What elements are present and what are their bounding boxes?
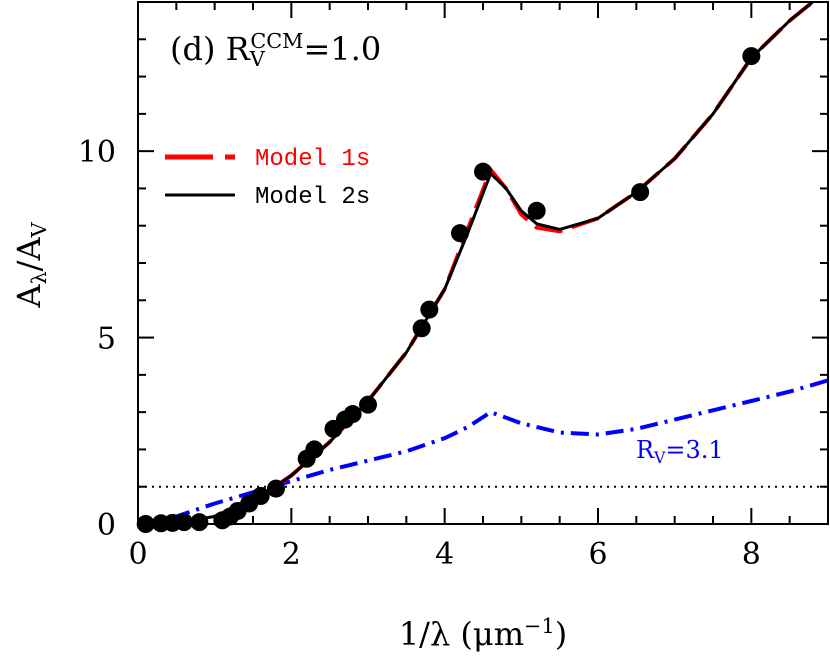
series-annotation-part: V bbox=[653, 449, 666, 467]
series-line bbox=[138, 378, 828, 524]
y-axis-label-part: V bbox=[27, 221, 51, 238]
x-axis-label-part: −1 bbox=[524, 614, 555, 638]
data-point bbox=[251, 487, 270, 506]
plot-frame bbox=[137, 1, 829, 525]
panel-label-part: V bbox=[249, 47, 266, 71]
x-tick-label: 2 bbox=[282, 537, 301, 572]
y-axis-label-part: /A bbox=[10, 237, 48, 272]
panel-label-part: =1.0 bbox=[303, 30, 381, 68]
x-tick-label: 0 bbox=[128, 537, 147, 572]
series-annotation-part: R bbox=[636, 436, 655, 464]
y-tick-label: 10 bbox=[78, 135, 116, 170]
y-tick-label: 5 bbox=[97, 322, 116, 357]
x-axis-label: 1/λ (μm−1) bbox=[399, 614, 567, 653]
data-point bbox=[474, 162, 492, 181]
data-point bbox=[631, 183, 650, 202]
x-axis-label-part: ) bbox=[555, 615, 567, 653]
series-annotation-part: =3.1 bbox=[665, 436, 723, 464]
series-annotation: RV=3.1 bbox=[636, 436, 724, 467]
data-point bbox=[359, 395, 377, 414]
data-point bbox=[136, 515, 155, 533]
y-axis-label-part: A bbox=[10, 284, 48, 309]
data-point bbox=[267, 479, 285, 498]
data-point bbox=[412, 319, 431, 338]
data-point bbox=[190, 513, 209, 532]
data-point bbox=[527, 201, 546, 220]
panel-label-part: CCM bbox=[250, 29, 303, 53]
x-axis-label-part: 1/λ (μm bbox=[399, 615, 524, 653]
y-axis-label-part: λ bbox=[27, 271, 51, 284]
legend-label: Model 1s bbox=[255, 146, 370, 173]
data-point bbox=[451, 224, 469, 243]
data-point bbox=[742, 47, 761, 66]
y-tick-label: 0 bbox=[97, 508, 116, 543]
data-point bbox=[420, 300, 439, 319]
y-axis-label: Aλ/AV bbox=[10, 221, 51, 308]
x-tick-label: 6 bbox=[588, 537, 607, 572]
x-tick-label: 8 bbox=[742, 537, 761, 572]
data-point bbox=[343, 405, 362, 424]
panel-label: (d) RVCCM=1.0 bbox=[170, 29, 381, 71]
x-tick-label: 4 bbox=[435, 537, 454, 572]
panel-label-part: (d) R bbox=[170, 30, 251, 68]
legend-label: Model 2s bbox=[255, 184, 370, 211]
data-point bbox=[175, 513, 193, 532]
data-point bbox=[305, 440, 324, 459]
